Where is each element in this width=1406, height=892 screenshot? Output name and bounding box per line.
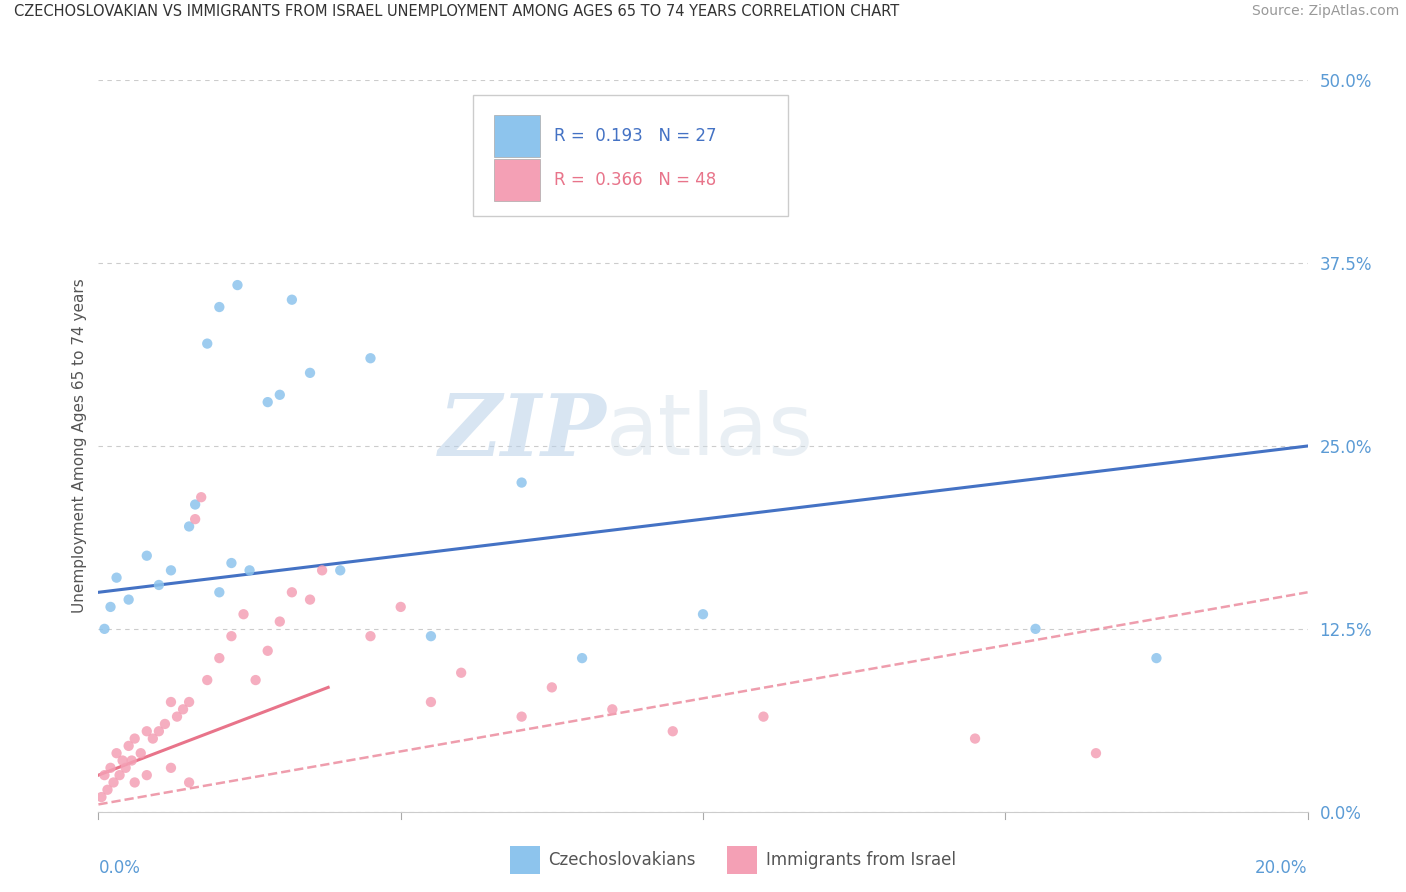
Point — [360, 351, 382, 366]
FancyBboxPatch shape — [494, 115, 540, 157]
Point — [510, 475, 533, 490]
Text: atlas: atlas — [606, 390, 814, 473]
Point — [179, 775, 201, 789]
Point — [269, 388, 291, 402]
Point — [121, 754, 143, 768]
Point — [184, 512, 207, 526]
Point — [129, 746, 152, 760]
Text: Czechoslovakians: Czechoslovakians — [548, 851, 696, 869]
Point — [153, 717, 176, 731]
Point — [114, 761, 136, 775]
Text: 20.0%: 20.0% — [1256, 859, 1308, 877]
Point — [245, 673, 267, 687]
Point — [239, 563, 262, 577]
Point — [450, 665, 472, 680]
Point — [602, 702, 624, 716]
Point — [226, 278, 249, 293]
Point — [752, 709, 775, 723]
Point — [232, 607, 254, 622]
Text: R =  0.193   N = 27: R = 0.193 N = 27 — [554, 127, 717, 145]
Point — [105, 571, 128, 585]
FancyBboxPatch shape — [474, 95, 787, 216]
Point — [299, 592, 322, 607]
Point — [124, 775, 146, 789]
Point — [420, 695, 443, 709]
Point — [184, 498, 207, 512]
Text: R =  0.366   N = 48: R = 0.366 N = 48 — [554, 170, 717, 189]
Point — [208, 651, 231, 665]
Point — [510, 709, 533, 723]
Y-axis label: Unemployment Among Ages 65 to 74 years: Unemployment Among Ages 65 to 74 years — [72, 278, 87, 614]
Point — [256, 644, 278, 658]
Point — [118, 739, 141, 753]
Point — [124, 731, 146, 746]
Point — [166, 709, 188, 723]
Point — [111, 754, 134, 768]
Point — [281, 585, 304, 599]
Point — [1146, 651, 1168, 665]
Point — [190, 490, 212, 504]
Point — [160, 563, 183, 577]
Text: ZIP: ZIP — [439, 390, 606, 473]
Point — [208, 585, 231, 599]
Point — [142, 731, 165, 746]
Point — [172, 702, 194, 716]
FancyBboxPatch shape — [509, 847, 540, 874]
Point — [135, 768, 157, 782]
Point — [208, 300, 231, 314]
Point — [118, 592, 141, 607]
Point — [281, 293, 304, 307]
Point — [103, 775, 125, 789]
Point — [269, 615, 291, 629]
Point — [105, 746, 128, 760]
Point — [195, 336, 218, 351]
Point — [195, 673, 218, 687]
Point — [148, 578, 170, 592]
Point — [389, 599, 412, 614]
Point — [1024, 622, 1046, 636]
Text: CZECHOSLOVAKIAN VS IMMIGRANTS FROM ISRAEL UNEMPLOYMENT AMONG AGES 65 TO 74 YEARS: CZECHOSLOVAKIAN VS IMMIGRANTS FROM ISRAE… — [14, 4, 900, 20]
Point — [100, 761, 122, 775]
Point — [965, 731, 987, 746]
Point — [93, 768, 115, 782]
Text: Source: ZipAtlas.com: Source: ZipAtlas.com — [1251, 4, 1399, 19]
Point — [571, 651, 593, 665]
Point — [148, 724, 170, 739]
Point — [221, 629, 243, 643]
Point — [329, 563, 352, 577]
FancyBboxPatch shape — [494, 159, 540, 201]
Point — [179, 695, 201, 709]
Point — [221, 556, 243, 570]
Point — [90, 790, 112, 805]
Point — [135, 724, 157, 739]
Point — [179, 519, 201, 533]
Point — [311, 563, 333, 577]
Point — [96, 782, 118, 797]
Point — [541, 681, 564, 695]
Point — [1085, 746, 1108, 760]
Point — [108, 768, 131, 782]
Point — [692, 607, 714, 622]
Point — [256, 395, 278, 409]
Point — [299, 366, 322, 380]
Point — [360, 629, 382, 643]
Text: Immigrants from Israel: Immigrants from Israel — [766, 851, 956, 869]
Point — [100, 599, 122, 614]
FancyBboxPatch shape — [727, 847, 758, 874]
Point — [160, 761, 183, 775]
Point — [160, 695, 183, 709]
Point — [420, 629, 443, 643]
Point — [662, 724, 685, 739]
Text: 0.0%: 0.0% — [98, 859, 141, 877]
Point — [135, 549, 157, 563]
Point — [93, 622, 115, 636]
